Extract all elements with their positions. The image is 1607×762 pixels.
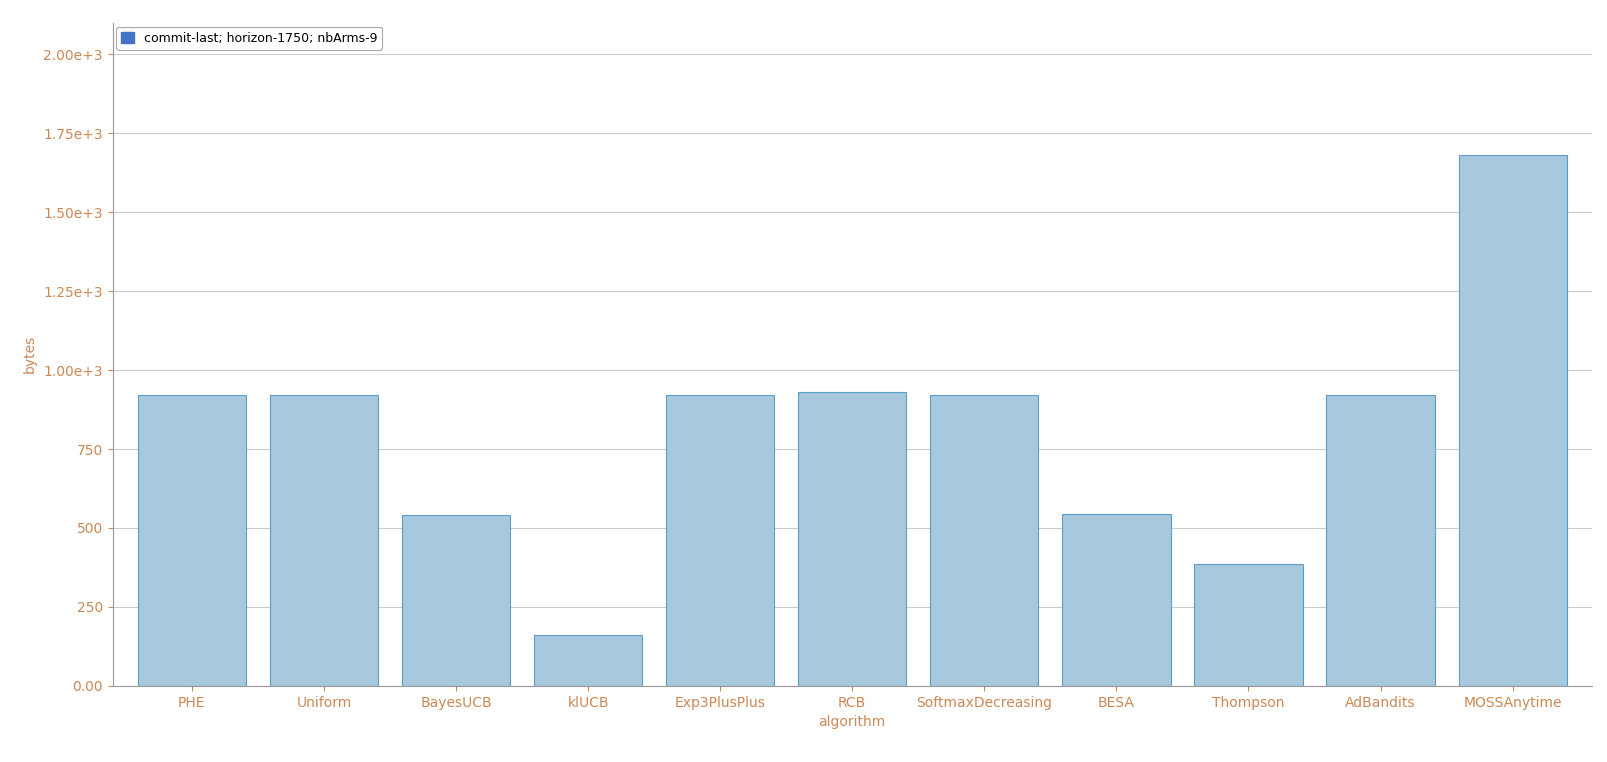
X-axis label: algorithm: algorithm (818, 715, 885, 729)
Bar (534, 636, 641, 686)
Bar (138, 395, 246, 686)
Bar (1458, 155, 1565, 686)
Legend: commit-last; horizon-1750; nbArms-9: commit-last; horizon-1750; nbArms-9 (116, 27, 382, 50)
Bar (929, 395, 1038, 686)
Bar (1194, 564, 1302, 686)
Y-axis label: bytes: bytes (22, 335, 37, 373)
Bar (1326, 395, 1433, 686)
Bar (665, 395, 775, 686)
Bar (270, 395, 378, 686)
Bar (797, 392, 906, 686)
Bar (402, 515, 509, 686)
Bar (1062, 514, 1170, 686)
